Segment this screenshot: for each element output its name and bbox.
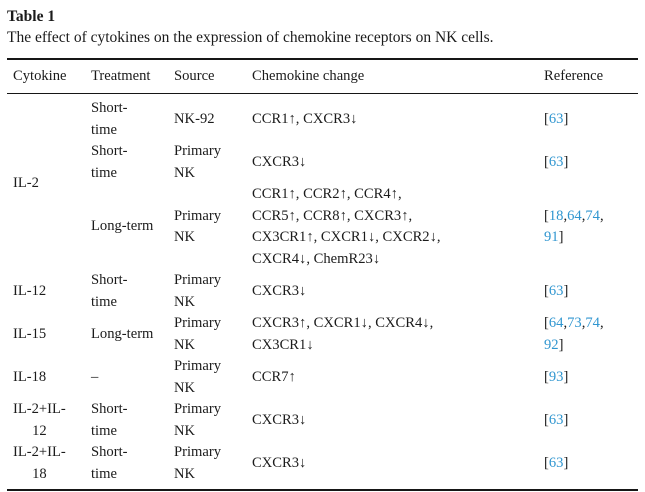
cytokine-cell: IL-2 (7, 94, 85, 271)
reference-link[interactable]: 64 (567, 207, 582, 224)
cytokine-label: IL-2 (13, 175, 39, 192)
table-body: IL-2 Short- time NK-92 CCR1↑, CXCR3↓ [63] Sho… (7, 94, 638, 491)
table-row: IL-15 Long-term Primary NK CXCR3↑, CXCR1↓, … (7, 313, 638, 356)
cytokine-label: IL-15 (13, 325, 47, 342)
reference-link[interactable]: 74 (585, 315, 600, 331)
source-cell: Primary NK (174, 401, 222, 439)
table-row: IL-18 – Primary NK CCR7↑ [93] (7, 356, 638, 399)
cytokine-cell: IL-18 (7, 356, 85, 399)
table-row: IL-2 Short- time NK-92 CCR1↑, CXCR3↓ [63] (7, 94, 638, 191)
column-header-chemokine: Chemokine change (246, 59, 538, 94)
cytokine-cell: IL-2+IL- 18 (7, 442, 85, 490)
treatment-cell: Long-term (91, 325, 154, 342)
treatment-cell: Short- time (91, 143, 128, 181)
chemokine-cell: CXCR3↓ (252, 454, 307, 471)
source-cell: Primary NK (174, 444, 222, 482)
reference-link[interactable]: 91 (544, 229, 559, 245)
cytokine-label: IL-12 (13, 282, 47, 299)
reference-cell: [63] (544, 454, 569, 471)
table-row: Short- time Primary NK CXCR3↓ [63] (7, 141, 638, 184)
column-header-treatment: Treatment (85, 59, 168, 94)
reference-link[interactable]: 63 (548, 153, 564, 170)
cytokine-label: IL-2+IL- 18 (13, 444, 66, 482)
reference-link[interactable]: 93 (548, 368, 564, 385)
column-header-reference: Reference (538, 59, 638, 94)
reference-link[interactable]: 18 (548, 207, 564, 224)
reference-cell: [18,64,74, 91] (544, 207, 604, 246)
column-header-source: Source (168, 59, 246, 94)
chemokine-cell: CXCR3↓ (252, 282, 307, 299)
reference-link[interactable]: 64 (548, 315, 564, 331)
reference-cell: [93] (544, 368, 569, 385)
source-cell: Primary NK (174, 143, 222, 181)
table-label: Table 1 (7, 8, 56, 25)
cytokine-table: Cytokine Treatment Source Chemokine chan… (7, 58, 638, 491)
treatment-cell: Short- time (91, 100, 128, 138)
table-row: IL-2+IL- 18 Short- time Primary NK CXCR3↓ [6… (7, 442, 638, 490)
reference-cell: [63] (544, 411, 569, 428)
reference-link[interactable]: 92 (544, 336, 559, 353)
reference-link[interactable]: 63 (548, 454, 564, 471)
source-cell: Primary NK (174, 315, 222, 353)
source-cell: NK-92 (174, 110, 215, 127)
treatment-cell: Short- time (91, 272, 128, 310)
treatment-cell: – (91, 368, 99, 385)
chemokine-cell: CCR1↑, CCR2↑, CCR4↑, CCR5↑, CCR8↑, CXCR3… (252, 186, 441, 267)
cytokine-cell: IL-12 (7, 270, 85, 313)
reference-cell: [63] (544, 153, 569, 170)
chemokine-cell: CXCR3↑, CXCR1↓, CXCR4↓, CX3CR1↓ (252, 315, 434, 353)
reference-link[interactable]: 63 (548, 411, 564, 428)
source-cell: Primary NK (174, 272, 222, 310)
cytokine-label: IL-18 (13, 368, 47, 385)
reference-link[interactable]: 63 (548, 110, 564, 127)
treatment-cell: Short- time (91, 444, 128, 482)
table-row: IL-12 Short- time Primary NK CXCR3↓ [63] (7, 270, 638, 313)
reference-cell: [64,73,74, 92] (544, 315, 604, 353)
cytokine-cell: IL-2+IL- 12 (7, 399, 85, 442)
column-header-cytokine: Cytokine (7, 59, 85, 94)
chemokine-cell: CXCR3↓ (252, 411, 307, 428)
chemokine-cell: CCR7↑ (252, 368, 296, 385)
table-row: Long-term Primary NK CCR1↑, CCR2↑, CCR4↑, … (7, 184, 638, 270)
chemokine-cell: CXCR3↓ (252, 153, 307, 170)
table-row: IL-2+IL- 12 Short- time Primary NK CXCR3↓ [6… (7, 399, 638, 442)
cytokine-label: IL-2+IL- 12 (13, 401, 66, 439)
treatment-cell: Short- time (91, 401, 128, 439)
cytokine-cell: IL-15 (7, 313, 85, 356)
source-cell: Primary NK (174, 358, 222, 396)
reference-cell: [63] (544, 110, 569, 127)
reference-link[interactable]: 63 (548, 282, 564, 299)
reference-cell: [63] (544, 282, 569, 299)
treatment-cell: Long-term (91, 218, 154, 235)
source-cell: Primary NK (174, 207, 222, 246)
reference-link[interactable]: 74 (585, 207, 600, 224)
header-row: Cytokine Treatment Source Chemokine chan… (7, 59, 638, 94)
reference-link[interactable]: 73 (567, 315, 582, 331)
chemokine-cell: CCR1↑, CXCR3↓ (252, 110, 358, 127)
table-caption: The effect of cytokines on the expressio… (7, 29, 494, 46)
